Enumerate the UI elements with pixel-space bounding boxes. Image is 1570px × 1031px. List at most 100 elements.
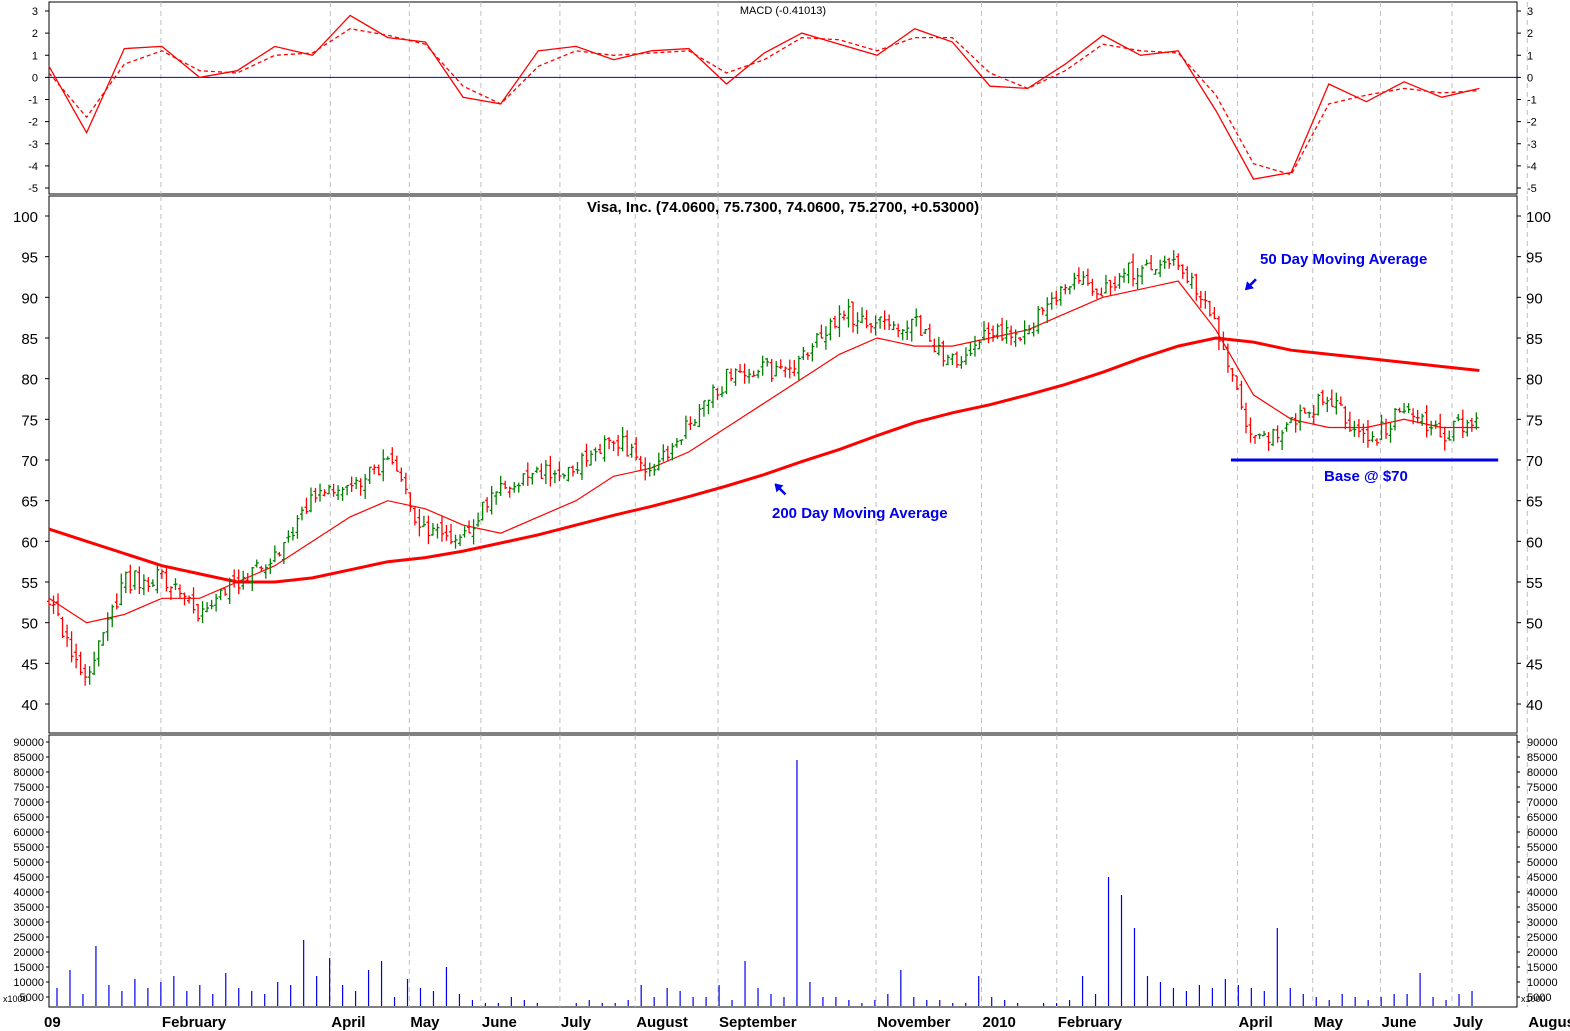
ohlc-bar (512, 482, 517, 493)
volume-y-tick-label-right: 90000 (1527, 737, 1558, 749)
ohlc-bar (670, 443, 675, 461)
annotation-base-label: Base @ $70 (1324, 468, 1408, 485)
ohlc-bar (1230, 368, 1235, 382)
ohlc-bar (1343, 406, 1348, 430)
ohlc-bar (995, 323, 1000, 340)
ohlc-bar (1298, 404, 1303, 431)
price-panel (47, 250, 1499, 686)
ohlc-bar (290, 526, 295, 541)
ohlc-bar (128, 564, 133, 594)
ohlc-bar (1000, 317, 1005, 342)
ohlc-bar (308, 487, 313, 513)
ohlc-bar (1429, 420, 1434, 436)
ohlc-bar (214, 593, 219, 612)
ohlc-bar (697, 404, 702, 428)
volume-y-tick-label-right: 45000 (1527, 872, 1558, 884)
ohlc-bar (367, 466, 372, 485)
volume-y-tick-label: 75000 (13, 782, 44, 794)
ohlc-bar (977, 339, 982, 350)
ohlc-bar (421, 515, 426, 527)
ohlc-bar (141, 574, 146, 596)
ohlc-bar (1171, 250, 1176, 266)
ohlc-bar (1212, 306, 1217, 320)
ohlc-bar (467, 520, 472, 534)
ohlc-bar (1045, 297, 1050, 323)
price-panel-frame (48, 195, 1518, 734)
ohlc-bar (683, 415, 688, 439)
ohlc-bar (941, 340, 946, 367)
ohlc-bar (1307, 411, 1312, 418)
ohlc-bar (1424, 405, 1429, 438)
ohlc-bar (164, 568, 169, 592)
ohlc-bar (498, 475, 503, 496)
ohlc-bar (381, 449, 386, 482)
ohlc-bar (439, 516, 444, 542)
macd-y-tick-label-right: 0 (1527, 72, 1533, 84)
ohlc-bar (272, 545, 277, 563)
ohlc-bar (1243, 402, 1248, 434)
macd-y-tick-label: 2 (32, 28, 38, 40)
x-axis-month-label: 09 (44, 1014, 61, 1031)
ohlc-bar (1198, 290, 1203, 309)
ohlc-bar (1361, 423, 1366, 444)
ohlc-bar (525, 462, 530, 486)
ohlc-bar (751, 370, 756, 377)
ohlc-bar (281, 541, 286, 564)
ohlc-bar (1094, 288, 1099, 299)
price-y-tick-label: 80 (21, 372, 38, 389)
volume-y-tick-label: 45000 (13, 872, 44, 884)
ohlc-bar (277, 551, 282, 557)
macd-y-tick-label-right: -1 (1527, 95, 1537, 107)
price-y-tick-label-right: 70 (1526, 453, 1543, 470)
ohlc-bar (918, 314, 923, 336)
volume-y-tick-label: 80000 (13, 767, 44, 779)
ohlc-bar (1469, 417, 1474, 432)
ohlc-bar (598, 443, 603, 454)
ohlc-bar (991, 325, 996, 342)
ohlc-bar (1338, 396, 1343, 406)
ohlc-bar (787, 359, 792, 379)
price-y-tick-label-right: 90 (1526, 290, 1543, 307)
volume-y-tick-label-right: 55000 (1527, 842, 1558, 854)
ohlc-bar (412, 507, 417, 526)
ohlc-bar (408, 492, 413, 512)
ohlc-bar (1284, 422, 1289, 432)
ohlc-bar (950, 353, 955, 365)
ohlc-bar (1374, 438, 1379, 446)
ohlc-bar (733, 368, 738, 386)
ohlc-bar (534, 466, 539, 473)
ohlc-bar (647, 462, 652, 477)
ohlc-bar (146, 577, 151, 592)
ohlc-bar (1072, 272, 1077, 290)
ohlc-bar (1018, 337, 1023, 342)
ohlc-bar (65, 624, 70, 647)
ohlc-bar (1117, 273, 1122, 289)
volume-y-tick-label: 25000 (13, 932, 44, 944)
macd-y-tick-label-right: 1 (1527, 50, 1533, 62)
macd-y-tick-label-right: -3 (1527, 139, 1537, 151)
ohlc-bar (1167, 257, 1172, 269)
ohlc-bar (724, 368, 729, 395)
ohlc-bar (561, 473, 566, 479)
ohlc-bar (710, 384, 715, 408)
x-axis-month-label: 2010 (982, 1014, 1015, 1031)
ohlc-bar (119, 573, 124, 606)
ohlc-bar (1234, 375, 1239, 391)
ohlc-bar (891, 321, 896, 331)
annotation-50-day-arrowhead (1244, 281, 1254, 291)
ohlc-bar (557, 461, 562, 482)
macd-y-tick-label: 3 (32, 6, 38, 18)
ohlc-bar (263, 564, 268, 579)
ohlc-bar (805, 352, 810, 360)
price-y-tick-label: 70 (21, 453, 38, 470)
ohlc-bar (69, 631, 74, 663)
ohlc-bar (480, 501, 485, 521)
volume-y-tick-label: 15000 (13, 962, 44, 974)
ohlc-bar (1049, 292, 1054, 310)
ohlc-bar (83, 664, 88, 686)
volume-scale-label-right: x1000 (1521, 994, 1546, 1004)
ohlc-bar (625, 430, 630, 457)
ohlc-bar (692, 418, 697, 426)
ohlc-bar (1442, 426, 1447, 451)
ohlc-bar (539, 463, 544, 480)
